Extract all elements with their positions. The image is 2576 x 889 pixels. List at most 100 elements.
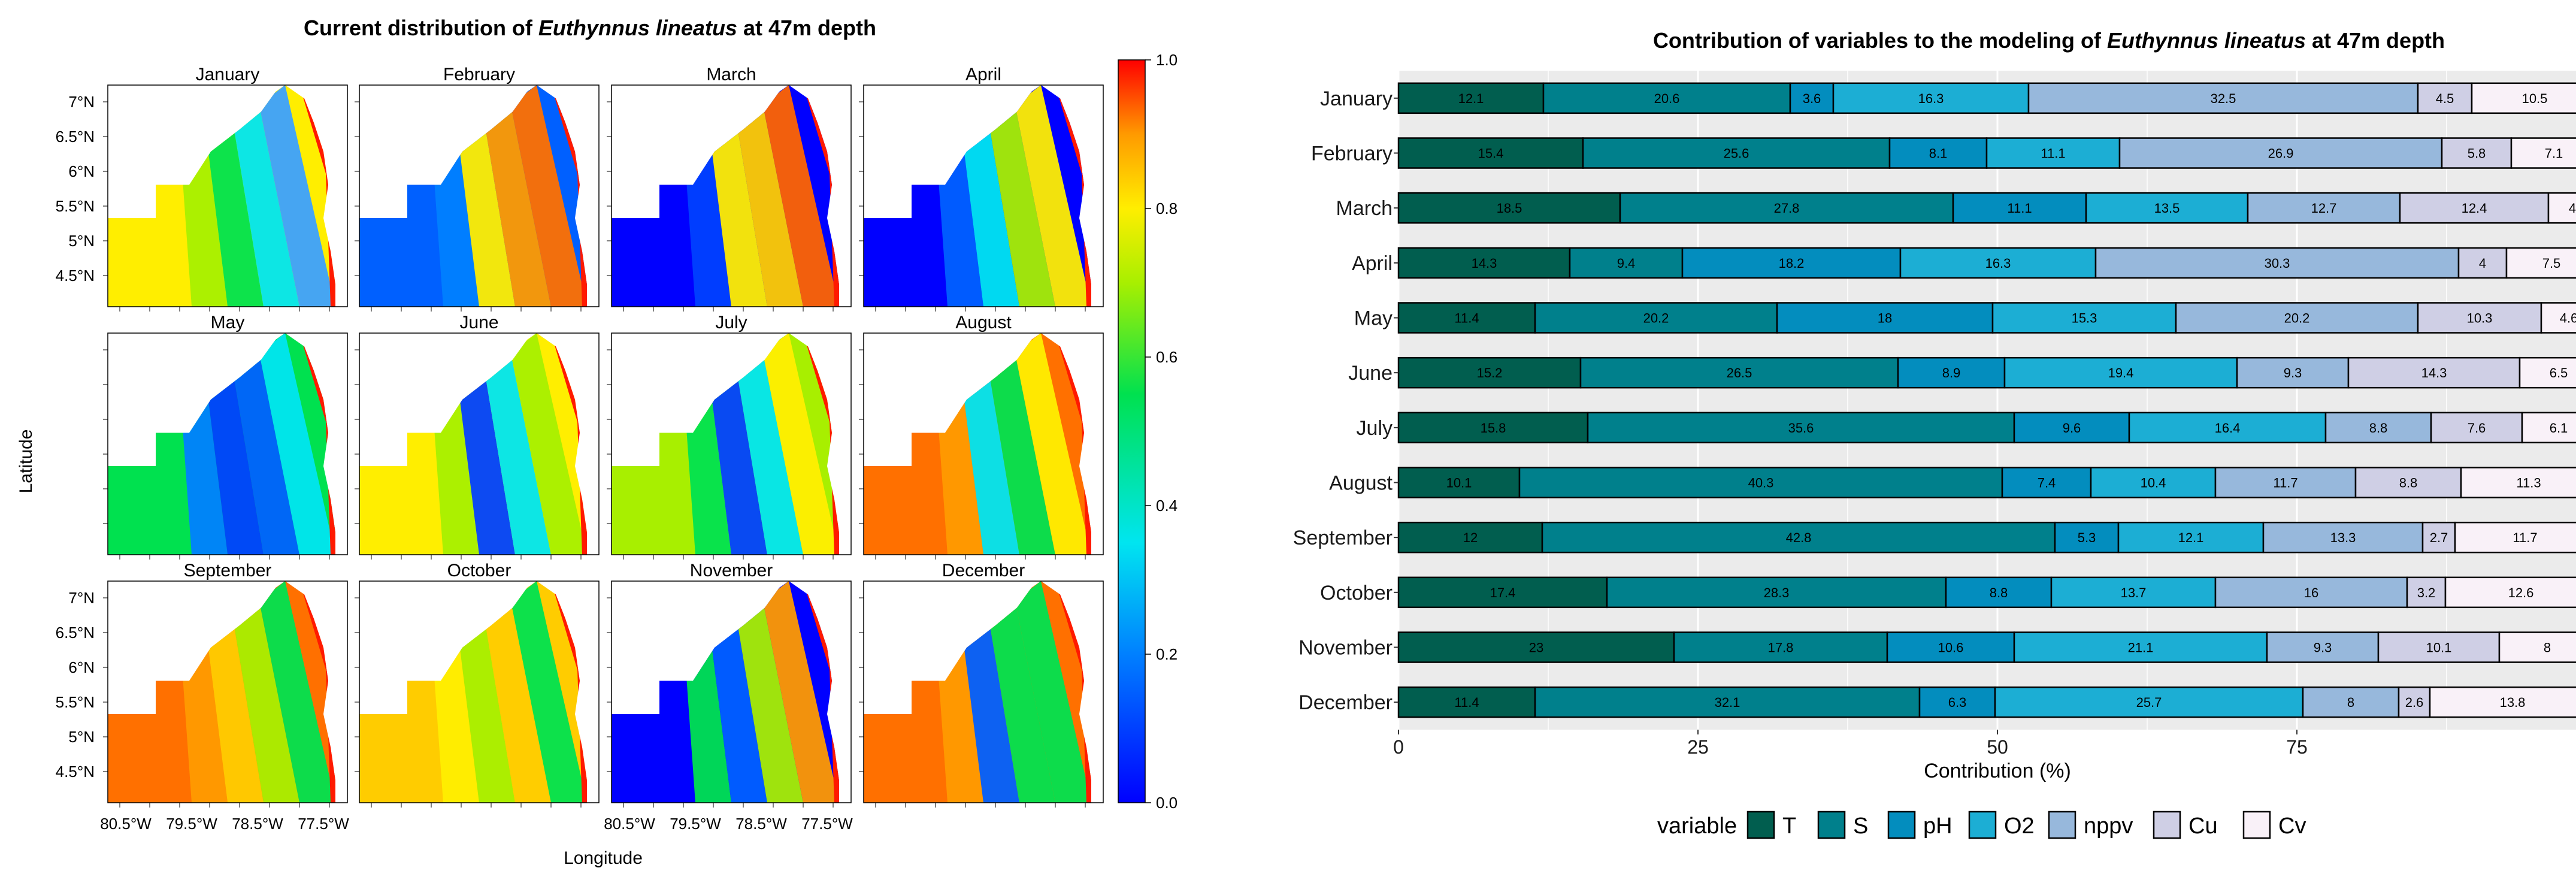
legend-title: variable bbox=[1657, 814, 1737, 839]
map-heat-surface bbox=[864, 581, 1091, 803]
bar-segment-O2 bbox=[2013, 631, 2268, 663]
bar-segment-T bbox=[1397, 82, 1545, 114]
bar-value-label: 12.4 bbox=[2462, 201, 2487, 216]
bar-value-label: 15.2 bbox=[1477, 365, 1503, 380]
legend-label: T bbox=[1782, 814, 1796, 839]
legend-swatch-pH bbox=[1887, 811, 1916, 839]
colorbar-tick-label: 0.8 bbox=[1156, 199, 1177, 217]
bar-value-label: 8 bbox=[2347, 695, 2354, 710]
bar-segment-Cv bbox=[2471, 82, 2576, 114]
map-panel: January bbox=[103, 65, 348, 312]
longitude-tick-label: 80.5°W bbox=[100, 815, 152, 833]
right-panel: Contribution of variables to the modelin… bbox=[1293, 28, 2576, 839]
map-panel: June bbox=[355, 313, 600, 560]
map-panel-title: January bbox=[196, 65, 260, 84]
map-panel-border bbox=[863, 580, 1104, 803]
plot-background bbox=[1399, 71, 2576, 730]
category-label: January bbox=[1320, 87, 1393, 110]
legend-label: O2 bbox=[2004, 814, 2035, 839]
bar-value-label: 12.6 bbox=[2508, 585, 2534, 600]
category-label: October bbox=[1320, 582, 1393, 604]
bar-value-label: 20.6 bbox=[1654, 91, 1680, 106]
bar-segment-S bbox=[1534, 302, 1778, 334]
bar-value-label: 9.3 bbox=[2314, 640, 2332, 655]
bar-segment-Cu bbox=[2441, 137, 2513, 169]
legend-swatch-nppv bbox=[2048, 811, 2076, 839]
map-panel-title: November bbox=[690, 561, 773, 580]
bar-value-label: 11.1 bbox=[2041, 146, 2065, 161]
bar-segment-Cu bbox=[2399, 192, 2550, 224]
bar-segment-Cv bbox=[2547, 192, 2576, 224]
bar-segment-nppv bbox=[2027, 82, 2419, 114]
bar-value-label: 11.4 bbox=[1454, 695, 1479, 710]
bar-value-label: 12.7 bbox=[2311, 201, 2337, 216]
bar-segment-pH bbox=[2001, 467, 2092, 498]
map-panel-border bbox=[359, 332, 600, 555]
bar-segment-T bbox=[1397, 631, 1675, 663]
bar-segment-Cv bbox=[2454, 521, 2576, 554]
bar-value-label: 32.1 bbox=[1715, 695, 1740, 710]
x-tick-label: 25 bbox=[1687, 736, 1709, 758]
bar-segment-O2 bbox=[2050, 576, 2217, 609]
bar-value-label: 18.5 bbox=[1497, 201, 1522, 216]
map-panel: October bbox=[355, 561, 600, 808]
map-panel-title: June bbox=[459, 313, 498, 332]
bar-value-label: 15.4 bbox=[1478, 146, 1504, 161]
bar-value-label: 20.2 bbox=[1643, 311, 1669, 326]
category-label: February bbox=[1311, 143, 1393, 165]
bar-segment-Cv bbox=[2510, 137, 2576, 169]
longitude-tick-label: 79.5°W bbox=[166, 815, 217, 833]
longitude-tick-label: 79.5°W bbox=[670, 815, 721, 833]
category-label: June bbox=[1348, 362, 1393, 385]
y-axis-label: Latitude bbox=[16, 430, 36, 494]
bar-value-label: 4.5 bbox=[2436, 91, 2454, 106]
map-heat-surface bbox=[359, 85, 587, 307]
map-panel-title: August bbox=[955, 313, 1012, 332]
bar-segment-S bbox=[1673, 631, 1888, 663]
bar-value-label: 9.3 bbox=[2284, 365, 2302, 380]
bar-value-label: 14.3 bbox=[2421, 365, 2447, 380]
bar-value-label: 16.3 bbox=[1985, 256, 2011, 271]
legend-swatch-Cu bbox=[2153, 811, 2181, 839]
bar-segment-nppv bbox=[2214, 467, 2357, 498]
category-label: November bbox=[1298, 637, 1393, 660]
bar-segment-nppv bbox=[2302, 686, 2400, 718]
map-panel-border bbox=[611, 580, 852, 803]
bar-value-label: 12 bbox=[1463, 530, 1478, 545]
map-heat-surface bbox=[359, 333, 587, 555]
bar-segment-pH bbox=[2054, 521, 2120, 554]
bar-value-label: 9.4 bbox=[1617, 256, 1636, 271]
bar-segment-pH bbox=[2013, 412, 2130, 444]
bar-value-label: 7.6 bbox=[2468, 421, 2486, 436]
bar-value-label: 25.7 bbox=[2136, 695, 2162, 710]
longitude-tick-label: 78.5°W bbox=[232, 815, 283, 833]
bar-value-label: 12.1 bbox=[2178, 530, 2204, 545]
map-heat-surface bbox=[108, 333, 335, 555]
bar-value-label: 6.1 bbox=[2550, 421, 2568, 436]
map-grid: January February March April May June July Augu… bbox=[103, 65, 1104, 808]
bar-segment-Cu bbox=[2457, 247, 2508, 279]
map-panel: April bbox=[859, 65, 1104, 312]
bar-value-label: 8 bbox=[2544, 640, 2551, 655]
bar-value-label: 10.1 bbox=[2426, 640, 2452, 655]
map-heat-surface bbox=[359, 581, 587, 803]
bar-value-label: 6.5 bbox=[2550, 365, 2568, 380]
bar-value-label: 5.8 bbox=[2468, 146, 2486, 161]
bar-value-label: 8.8 bbox=[1990, 585, 2008, 600]
latitude-tick-label: 7°N bbox=[68, 93, 95, 111]
map-panel-title: March bbox=[706, 65, 756, 84]
bar-value-label: 15.8 bbox=[1481, 421, 1506, 436]
bar-segment-pH bbox=[1888, 137, 1988, 169]
bar-value-label: 20.2 bbox=[2284, 311, 2310, 326]
category-label: April bbox=[1352, 252, 1393, 275]
map-heat-surface bbox=[612, 581, 839, 803]
latitude-tick-label: 6°N bbox=[68, 658, 95, 676]
category-label: August bbox=[1329, 472, 1393, 495]
bar-segment-S bbox=[1587, 412, 2015, 444]
x-tick-label: 50 bbox=[1987, 736, 2008, 758]
bar-segment-T bbox=[1397, 412, 1589, 444]
bar-segment-Cu bbox=[2347, 356, 2521, 389]
